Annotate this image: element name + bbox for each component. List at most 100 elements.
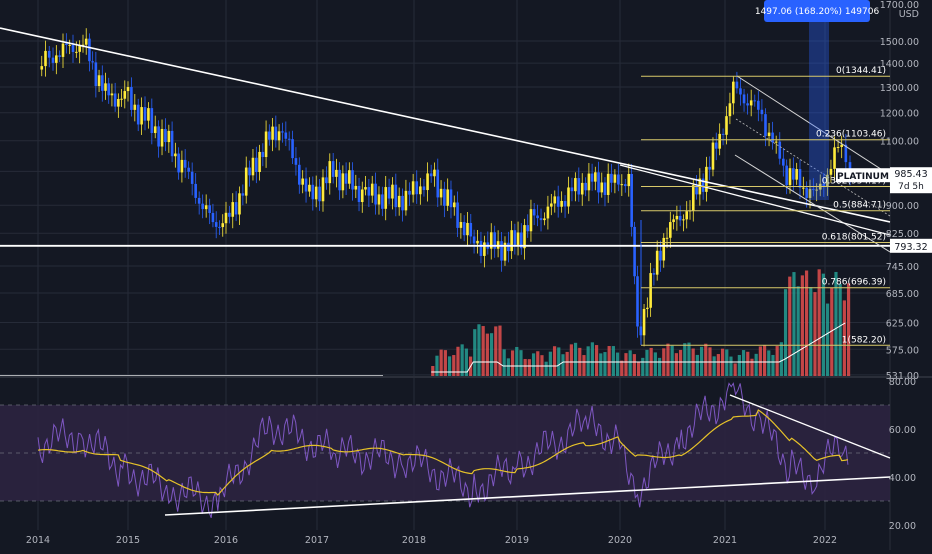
time-axis-label: 2016 [214,535,238,546]
candle-body [760,109,764,115]
candle-body [732,81,735,104]
candle-body [739,88,742,95]
drawings[interactable] [0,0,891,516]
fib-level-label: 0.5(884.71) [833,201,886,211]
volume-bar [611,346,615,376]
candle-body [580,182,584,195]
candle-body [65,43,68,45]
candle-body [570,187,574,192]
volume-bar [523,358,527,376]
candle-body [563,200,567,207]
candle-body [47,50,51,58]
candle-body [374,183,377,205]
candle-body [258,151,261,173]
rsi-tick-label: 80.00 [889,377,916,388]
volume-bar [783,289,788,376]
rsi-tick-label: 40.00 [889,473,916,484]
candle-body [749,100,753,106]
candle-body [662,237,666,261]
candle-body [377,194,381,205]
volume-bar [704,343,708,376]
candle-body [68,44,71,46]
volume-bar [506,358,510,376]
candle-body [798,169,802,188]
volume-bar [670,345,674,376]
volume-bar [779,342,783,376]
candle-body [620,184,624,186]
candle-body [384,187,388,209]
volume-bar [510,350,515,376]
candle-body [479,240,483,256]
candle-body [532,209,536,216]
candle-body [167,130,171,143]
candle-body [170,130,174,157]
volume-bar [771,354,775,376]
candle-body [104,83,107,91]
candle-body [174,153,177,157]
rsi-tick-label: 20.00 [889,521,916,532]
candle-body [84,38,88,45]
volume-bar [485,333,489,376]
candle-body [665,237,669,239]
candle-body [354,185,358,190]
candle-body [746,103,749,106]
volume-bar [687,342,691,376]
candle-body [516,232,520,245]
candle-body [408,190,411,195]
candle-body [58,55,61,57]
volume-bar [594,345,599,376]
time-axis-label: 2021 [713,535,737,546]
candle-body [190,171,194,184]
candle-body [446,189,449,206]
candle-body [844,144,848,163]
price-tick-label: 1700.00 [880,0,919,11]
candle-body [234,202,238,215]
volume-bar [573,342,578,376]
candle-body [452,202,456,208]
candle-body [695,185,698,195]
volume-bar [624,353,628,376]
volume-bar [653,352,657,376]
candle-body [556,196,560,207]
candle-body [422,186,426,191]
volume-bar [632,354,636,376]
volume-bar [636,361,641,376]
volume-bar [447,356,452,376]
volume-bar [515,346,519,376]
symbol-tag-bg [836,168,890,183]
time-axis-label: 2017 [305,535,329,546]
candle-body [391,184,394,199]
candle-body [328,161,332,184]
time-axis-label: 2014 [26,535,50,546]
volume-bar [716,354,720,376]
candle-body [351,170,354,190]
candle-body [795,169,798,180]
volume-bar [733,363,737,376]
volume-bar [817,269,821,376]
candle-body [771,132,774,143]
candle-body [603,182,607,195]
volume-bar [645,349,649,376]
candle-body [705,166,708,192]
candle-body [503,242,507,261]
candle-body [318,186,321,202]
candle-body [248,167,251,176]
volume-bar [477,324,481,376]
volume-bar [473,329,477,376]
time-axis-label: 2019 [505,535,529,546]
candle-body [381,194,384,209]
candle-body [338,169,341,191]
candle-body [735,81,739,89]
volume-bar [754,353,758,376]
candle-body [553,196,557,204]
channel-upper-line [736,75,891,176]
volume-bar [737,354,741,376]
volume-bar [683,343,687,376]
time-axis-label: 2022 [813,535,837,546]
time-axis-label: 2020 [608,535,632,546]
candle-body [788,168,792,186]
candle-body [331,161,335,177]
candle-body [113,93,117,107]
